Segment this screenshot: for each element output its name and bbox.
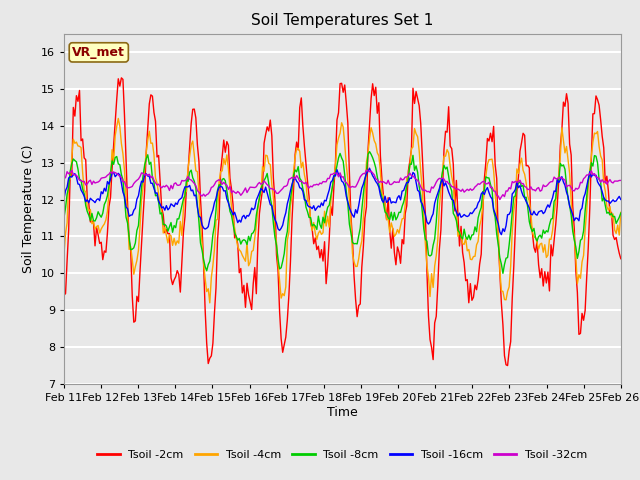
Tsoil -16cm [60,196,68,202]
Tsoil -8cm [226,208,234,214]
Tsoil -32cm [617,178,625,183]
Tsoil -32cm [244,187,252,193]
Tsoil -2cm [246,299,254,305]
X-axis label: Time: Time [327,406,358,419]
Tsoil -4cm [115,116,122,121]
Tsoil -4cm [206,300,214,306]
Tsoil -2cm [504,363,511,369]
Tsoil -32cm [303,183,311,189]
Legend: Tsoil -2cm, Tsoil -4cm, Tsoil -8cm, Tsoil -16cm, Tsoil -32cm: Tsoil -2cm, Tsoil -4cm, Tsoil -8cm, Tsoi… [93,445,592,465]
Tsoil -4cm [60,252,68,257]
Tsoil -4cm [589,139,596,145]
Tsoil -2cm [118,75,125,81]
Line: Tsoil -16cm: Tsoil -16cm [64,168,621,235]
Tsoil -8cm [499,270,507,276]
Tsoil -8cm [365,149,373,155]
Tsoil -8cm [303,209,311,215]
Tsoil -8cm [244,233,252,239]
Tsoil -4cm [248,249,255,254]
Tsoil -16cm [303,203,311,208]
Tsoil -8cm [129,246,136,252]
Tsoil -4cm [229,216,237,222]
Tsoil -2cm [255,211,263,216]
Line: Tsoil -8cm: Tsoil -8cm [64,152,621,273]
Tsoil -4cm [307,217,314,223]
Tsoil -8cm [60,215,68,220]
Tsoil -2cm [60,292,68,298]
Tsoil -2cm [130,319,138,325]
Tsoil -2cm [305,193,313,199]
Tsoil -8cm [589,163,596,169]
Tsoil -16cm [365,165,373,171]
Tsoil -2cm [589,111,596,117]
Tsoil -16cm [497,232,505,238]
Tsoil -4cm [617,209,625,215]
Tsoil -16cm [244,213,252,219]
Line: Tsoil -2cm: Tsoil -2cm [64,78,621,366]
Tsoil -32cm [496,197,504,203]
Title: Soil Temperatures Set 1: Soil Temperatures Set 1 [252,13,433,28]
Tsoil -32cm [129,183,136,189]
Tsoil -4cm [130,271,138,277]
Tsoil -32cm [226,183,234,189]
Y-axis label: Soil Temperature (C): Soil Temperature (C) [22,144,35,273]
Tsoil -8cm [254,203,262,209]
Tsoil -16cm [226,205,234,211]
Tsoil -4cm [257,189,265,195]
Tsoil -16cm [617,197,625,203]
Tsoil -2cm [228,186,236,192]
Line: Tsoil -4cm: Tsoil -4cm [64,119,621,303]
Tsoil -16cm [589,171,596,177]
Tsoil -16cm [254,193,262,199]
Tsoil -32cm [254,181,262,187]
Tsoil -8cm [617,210,625,216]
Tsoil -32cm [363,167,371,173]
Tsoil -16cm [129,212,136,218]
Tsoil -32cm [60,176,68,182]
Text: VR_met: VR_met [72,46,125,59]
Tsoil -32cm [589,172,596,178]
Line: Tsoil -32cm: Tsoil -32cm [64,170,621,200]
Tsoil -2cm [617,256,625,262]
